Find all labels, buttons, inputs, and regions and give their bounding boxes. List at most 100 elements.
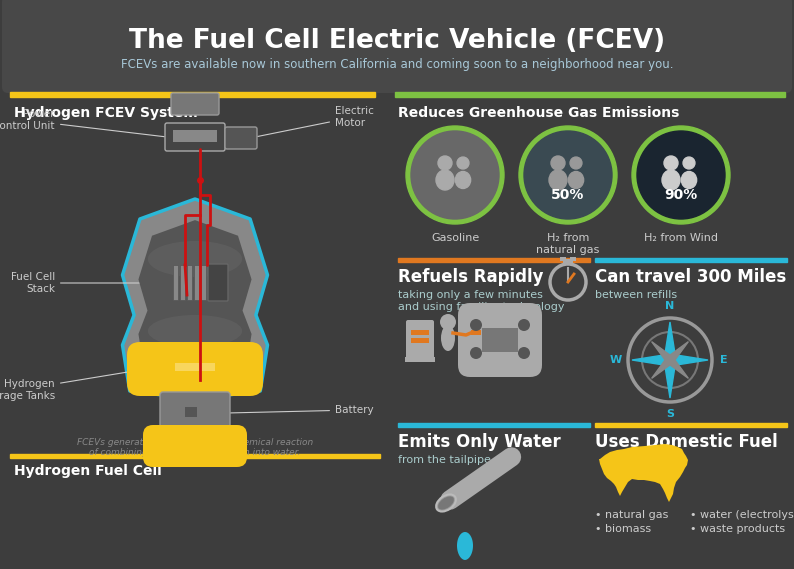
Bar bbox=[560, 257, 566, 261]
Circle shape bbox=[440, 314, 456, 330]
Text: W: W bbox=[610, 355, 622, 365]
Circle shape bbox=[632, 126, 730, 224]
Text: Fuel Cell
Stack: Fuel Cell Stack bbox=[11, 272, 170, 294]
Ellipse shape bbox=[455, 171, 471, 188]
Circle shape bbox=[470, 319, 482, 331]
Text: H₂ from Wind: H₂ from Wind bbox=[644, 233, 718, 243]
Polygon shape bbox=[652, 357, 673, 378]
Text: Electric
Motor: Electric Motor bbox=[258, 106, 374, 137]
Polygon shape bbox=[664, 322, 676, 360]
Text: E: E bbox=[720, 355, 728, 365]
Text: • waste products: • waste products bbox=[690, 524, 785, 534]
Ellipse shape bbox=[436, 170, 454, 190]
Bar bbox=[471, 330, 481, 335]
Bar bbox=[180, 265, 185, 300]
Circle shape bbox=[457, 157, 469, 169]
Ellipse shape bbox=[681, 171, 696, 188]
Ellipse shape bbox=[438, 496, 454, 510]
Bar bbox=[398, 258, 590, 262]
Text: Uses Domestic Fuel: Uses Domestic Fuel bbox=[595, 433, 778, 451]
Bar bbox=[173, 265, 178, 300]
Circle shape bbox=[518, 347, 530, 359]
Polygon shape bbox=[667, 357, 688, 378]
Bar bbox=[398, 423, 590, 427]
Bar bbox=[411, 330, 429, 335]
Ellipse shape bbox=[549, 170, 567, 190]
FancyBboxPatch shape bbox=[458, 303, 542, 377]
Bar bbox=[405, 357, 435, 362]
Polygon shape bbox=[667, 341, 688, 363]
Bar bbox=[173, 130, 217, 142]
Circle shape bbox=[570, 157, 582, 169]
Bar bbox=[10, 454, 380, 458]
Circle shape bbox=[438, 156, 452, 170]
FancyBboxPatch shape bbox=[127, 342, 263, 396]
Text: 50%: 50% bbox=[551, 188, 584, 202]
Text: Battery: Battery bbox=[229, 405, 374, 415]
Text: Power
Control Unit: Power Control Unit bbox=[0, 109, 164, 137]
Bar bbox=[411, 338, 429, 343]
Polygon shape bbox=[457, 532, 473, 560]
Text: S: S bbox=[666, 409, 674, 419]
Polygon shape bbox=[138, 220, 252, 376]
Circle shape bbox=[637, 131, 725, 219]
Text: • natural gas: • natural gas bbox=[595, 510, 669, 520]
Polygon shape bbox=[664, 360, 676, 398]
FancyBboxPatch shape bbox=[143, 425, 247, 467]
Bar bbox=[201, 265, 206, 300]
Text: • biomass: • biomass bbox=[595, 524, 651, 534]
Text: Gasoline: Gasoline bbox=[431, 233, 479, 243]
Text: Hydrogen FCEV System: Hydrogen FCEV System bbox=[14, 106, 198, 120]
Ellipse shape bbox=[441, 325, 455, 351]
Bar bbox=[595, 258, 787, 262]
Text: Emits Only Water: Emits Only Water bbox=[398, 433, 561, 451]
Text: 90%: 90% bbox=[665, 188, 698, 202]
Ellipse shape bbox=[569, 171, 584, 188]
Circle shape bbox=[470, 347, 482, 359]
FancyBboxPatch shape bbox=[208, 264, 228, 301]
Text: FCEVs are available now in southern California and coming soon to a neighborhood: FCEVs are available now in southern Cali… bbox=[121, 58, 673, 71]
FancyBboxPatch shape bbox=[171, 93, 219, 115]
FancyBboxPatch shape bbox=[2, 0, 792, 93]
Bar bbox=[187, 265, 192, 300]
Bar bbox=[570, 257, 576, 261]
Bar bbox=[185, 407, 197, 417]
Polygon shape bbox=[599, 444, 688, 502]
Bar bbox=[595, 423, 787, 427]
Ellipse shape bbox=[148, 315, 242, 347]
Text: N: N bbox=[665, 301, 675, 311]
Ellipse shape bbox=[436, 494, 456, 512]
Bar bbox=[10, 92, 375, 97]
Text: FCEVs generate electricity via the chemical reaction
of combining hydrogen and o: FCEVs generate electricity via the chemi… bbox=[77, 438, 313, 457]
Polygon shape bbox=[670, 354, 708, 366]
Text: H₂ from
natural gas: H₂ from natural gas bbox=[536, 233, 599, 254]
FancyBboxPatch shape bbox=[160, 392, 230, 434]
FancyBboxPatch shape bbox=[406, 320, 434, 359]
Ellipse shape bbox=[148, 241, 242, 277]
Text: • water (electrolysis): • water (electrolysis) bbox=[690, 510, 794, 520]
Polygon shape bbox=[632, 354, 670, 366]
Circle shape bbox=[406, 126, 504, 224]
Text: from the tailpipe: from the tailpipe bbox=[398, 455, 491, 465]
FancyBboxPatch shape bbox=[225, 127, 257, 149]
Circle shape bbox=[524, 131, 612, 219]
Bar bbox=[563, 259, 573, 264]
Bar bbox=[395, 92, 785, 97]
Text: The Fuel Cell Electric Vehicle (FCEV): The Fuel Cell Electric Vehicle (FCEV) bbox=[129, 28, 665, 54]
Text: Refuels Rapidly: Refuels Rapidly bbox=[398, 268, 544, 286]
Polygon shape bbox=[122, 199, 268, 399]
Text: Can travel 300 Miles: Can travel 300 Miles bbox=[595, 268, 786, 286]
Circle shape bbox=[518, 319, 530, 331]
Text: taking only a few minutes
and using familiar technology: taking only a few minutes and using fami… bbox=[398, 290, 565, 312]
FancyBboxPatch shape bbox=[165, 123, 225, 151]
Bar bbox=[482, 328, 518, 352]
Bar bbox=[194, 265, 199, 300]
Text: Reduces Greenhouse Gas Emissions: Reduces Greenhouse Gas Emissions bbox=[398, 106, 680, 120]
Bar bbox=[175, 363, 215, 371]
Text: between refills: between refills bbox=[595, 290, 677, 300]
Ellipse shape bbox=[662, 170, 680, 190]
Polygon shape bbox=[652, 341, 673, 363]
Circle shape bbox=[519, 126, 617, 224]
Text: Hydrogen
Storage Tanks: Hydrogen Storage Tanks bbox=[0, 370, 137, 401]
Text: Hydrogen Fuel Cell: Hydrogen Fuel Cell bbox=[14, 464, 162, 478]
